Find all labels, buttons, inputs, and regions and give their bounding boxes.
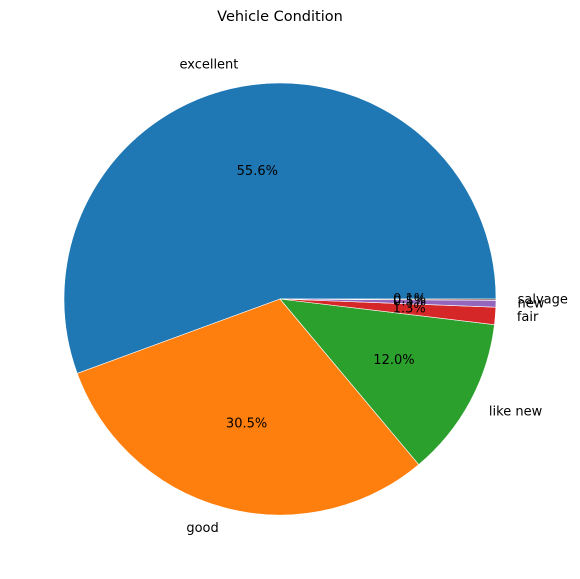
slice-good bbox=[76, 298, 420, 516]
slice-label-new: new bbox=[518, 297, 545, 312]
slice-salvage bbox=[279, 298, 497, 301]
slice-label-like-new: like new bbox=[489, 405, 543, 420]
slice-pct-fair: 1.3% bbox=[393, 302, 426, 317]
slice-pct-new: 0.5% bbox=[393, 294, 426, 309]
slice-pct-like-new: 12.0% bbox=[373, 353, 414, 368]
slice-pct-good: 30.5% bbox=[226, 417, 267, 432]
slice-label-salvage: salvage bbox=[518, 292, 568, 307]
slice-pct-excellent: 55.6% bbox=[237, 164, 278, 179]
slice-label-fair: fair bbox=[517, 310, 539, 325]
slice-label-good: good bbox=[186, 521, 218, 536]
pie-slices bbox=[63, 82, 497, 516]
slice-pct-salvage: 0.1% bbox=[393, 292, 426, 307]
pie-labels: excellent 55.6% good 30.5% like new 12.0% fair… bbox=[179, 58, 567, 537]
slice-excellent bbox=[63, 82, 497, 374]
slice-label-excellent: excellent bbox=[179, 58, 238, 73]
chart-title: Vehicle Condition bbox=[217, 9, 343, 25]
slice-like-new bbox=[279, 298, 495, 465]
